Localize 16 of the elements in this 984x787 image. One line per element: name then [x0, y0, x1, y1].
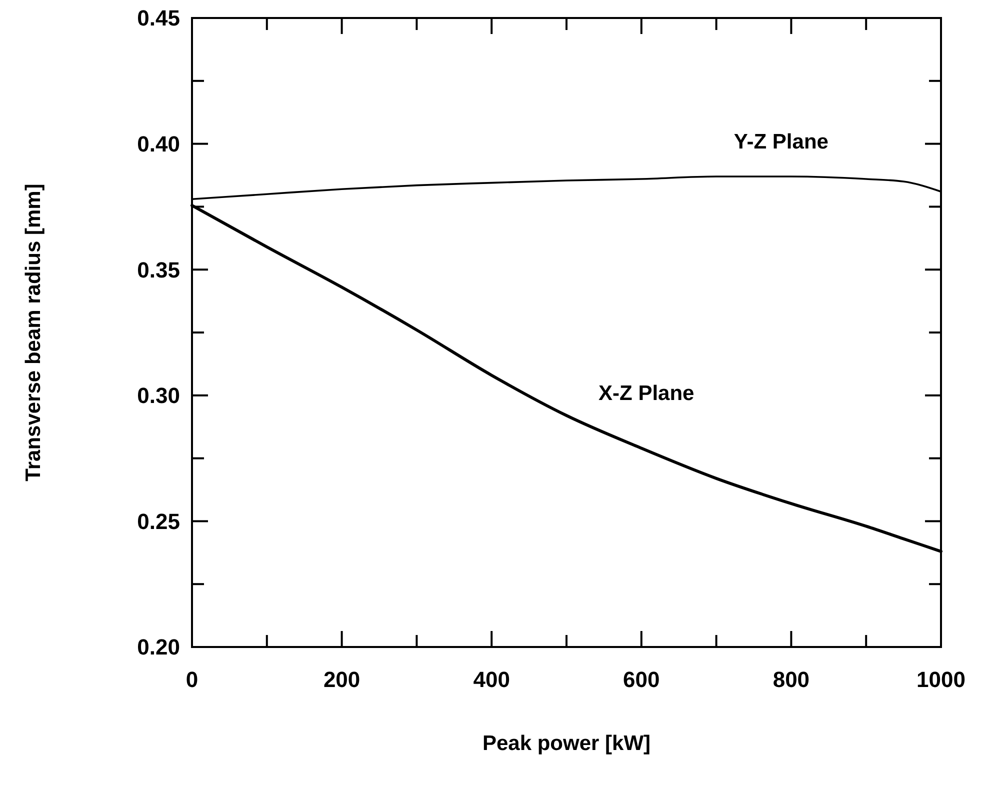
series-label: X-Z Plane: [598, 382, 694, 406]
x-tick-label: 400: [473, 667, 510, 692]
y-axis-title: Transverse beam radius [mm]: [22, 184, 45, 482]
x-tick-label: 0: [186, 667, 198, 692]
x-tick-label: 800: [772, 667, 810, 692]
y-tick-label: 0.45: [137, 6, 180, 31]
y-tick-label: 0.30: [137, 383, 180, 408]
series-label: Y-Z Plane: [734, 130, 828, 154]
x-tick-label: 1000: [916, 667, 966, 692]
x-tick-label: 200: [323, 667, 360, 692]
y-tick-label: 0.25: [137, 508, 180, 534]
x-axis-title: Peak power [kW]: [482, 732, 651, 755]
y-tick-label: 0.40: [137, 132, 180, 156]
x-tick-label: 600: [623, 667, 660, 692]
y-tick-label: 0.35: [137, 257, 180, 282]
y-tick-label: 0.20: [137, 634, 180, 660]
